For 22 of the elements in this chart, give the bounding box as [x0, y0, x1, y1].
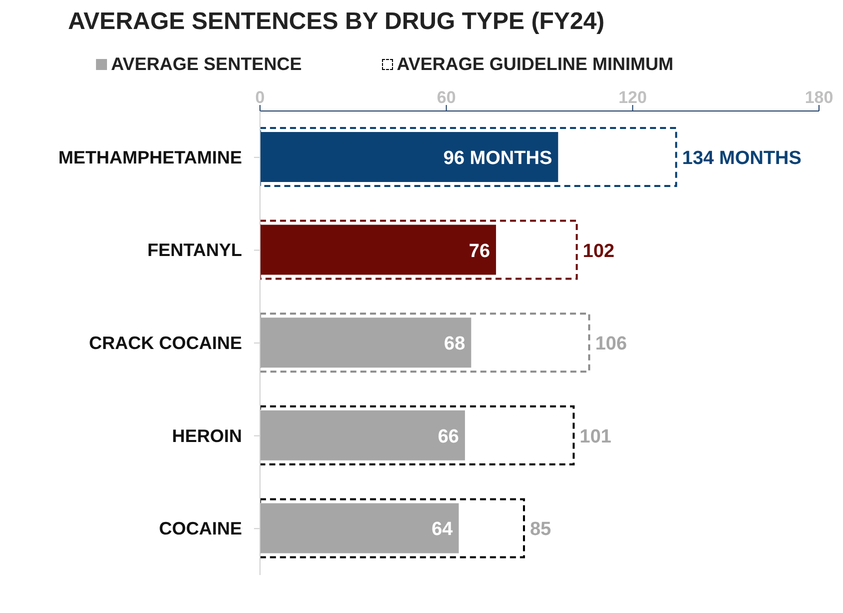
- x-tick-label: 0: [255, 88, 265, 107]
- data-label: 101: [580, 426, 612, 448]
- y-tick-label: HEROIN: [172, 426, 242, 446]
- data-label: 96 MONTHS: [443, 148, 552, 169]
- data-label: 64: [432, 519, 454, 540]
- y-tick-label: FENTANYL: [147, 240, 242, 260]
- data-label: 134 MONTHS: [682, 148, 802, 169]
- y-tick-label: CRACK COCAINE: [89, 333, 242, 353]
- y-tick-label: METHAMPHETAMINE: [58, 147, 242, 168]
- legend-label: AVERAGE SENTENCE: [111, 54, 302, 75]
- x-tick-label: 180: [804, 88, 834, 107]
- data-label: 106: [595, 334, 627, 355]
- chart-title: AVERAGE SENTENCES BY DRUG TYPE (FY24): [68, 8, 606, 36]
- data-label: 66: [438, 426, 459, 448]
- legend-label: AVERAGE GUIDELINE MINIMUM: [396, 54, 674, 75]
- data-label: 68: [444, 334, 466, 355]
- data-label: 76: [468, 240, 490, 262]
- x-tick-label: 60: [436, 88, 456, 107]
- y-tick-label: COCAINE: [158, 518, 242, 539]
- x-tick-label: 120: [618, 88, 647, 107]
- data-label: 102: [582, 240, 614, 262]
- data-label: 85: [530, 519, 552, 540]
